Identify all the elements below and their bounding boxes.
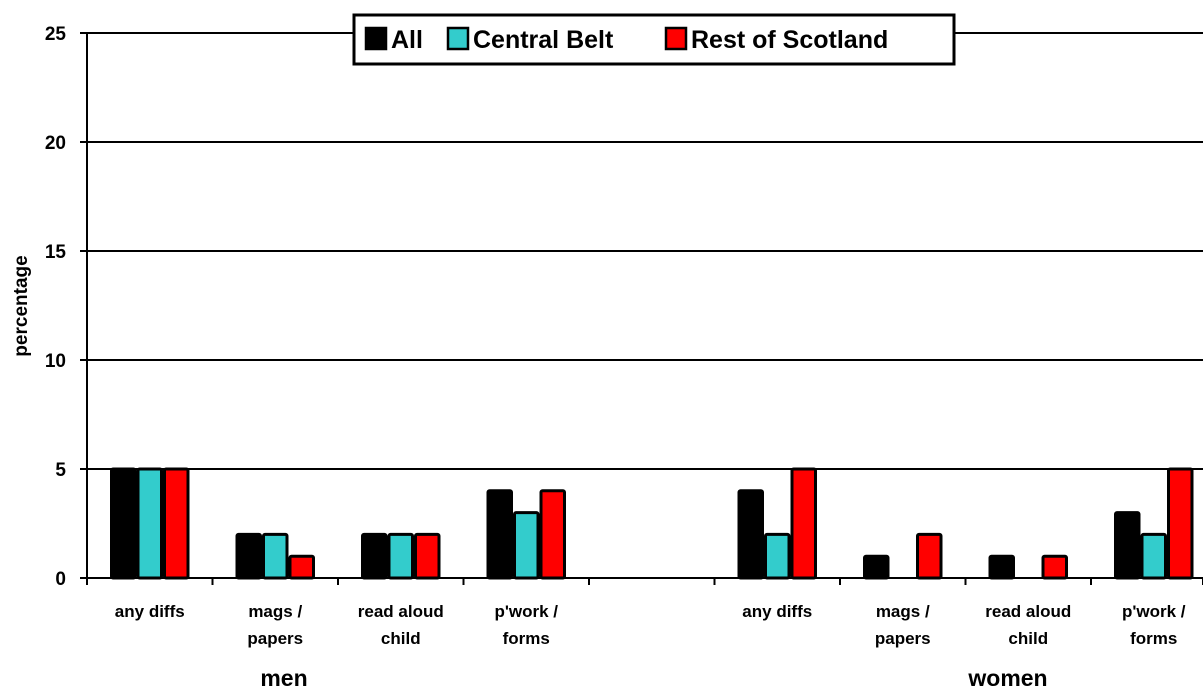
bar-rest-of-scotland-4	[790, 467, 817, 580]
x-category-label: mags /	[876, 602, 930, 621]
legend-label: Rest of Scotland	[691, 26, 888, 54]
bar-central-belt-0	[136, 467, 163, 580]
x-category-label: read aloud	[358, 602, 444, 621]
x-category-label: forms	[1130, 629, 1177, 648]
group-label-women: women	[967, 665, 1047, 691]
x-category-label: p'work /	[1122, 602, 1186, 621]
y-tick-label: 15	[45, 242, 67, 263]
y-axis-label: percentage	[11, 255, 32, 356]
y-tick-label: 0	[55, 569, 66, 590]
legend-swatch-central-belt	[446, 26, 470, 51]
axes	[80, 32, 1203, 585]
x-category-labels: any diffs mags / papers read aloud child p'wo…	[115, 602, 1186, 648]
x-category-label: papers	[875, 629, 931, 648]
gridlines	[87, 32, 1203, 470]
legend-swatch-rest-of-scotland	[664, 26, 688, 51]
y-tick-label: 10	[45, 351, 66, 372]
bar-rest-of-scotland-6	[1041, 554, 1068, 580]
x-category-label: read aloud	[985, 602, 1071, 621]
bar-central-belt-3	[513, 511, 540, 580]
bar-all-4	[737, 489, 764, 580]
bar-all-7	[1114, 511, 1141, 580]
y-tick-label: 25	[45, 24, 67, 45]
bar-central-belt-2	[387, 532, 414, 580]
x-category-label: papers	[247, 629, 303, 648]
bar-rest-of-scotland-0	[163, 467, 190, 580]
x-category-label: forms	[503, 629, 550, 648]
x-category-label: p'work /	[494, 602, 558, 621]
bar-rest-of-scotland-7	[1167, 467, 1194, 580]
legend-label: All	[391, 26, 423, 54]
x-category-label: mags /	[248, 602, 302, 621]
bar-rest-of-scotland-3	[539, 489, 566, 580]
x-category-label: child	[1008, 629, 1048, 648]
bar-central-belt-1	[262, 532, 289, 580]
y-tick-label: 5	[55, 460, 66, 481]
bar-rest-of-scotland-2	[414, 532, 441, 580]
bar-rest-of-scotland-1	[288, 554, 315, 580]
bar-all-6	[988, 554, 1015, 580]
bar-all-5	[863, 554, 890, 580]
y-tick-labels: 0 5 10 15 20 25	[45, 24, 67, 590]
x-category-label: any diffs	[115, 602, 185, 621]
legend-swatch-all	[364, 26, 388, 51]
bar-rest-of-scotland-5	[916, 532, 943, 580]
group-labels: men women	[260, 665, 1047, 691]
bar-all-3	[486, 489, 513, 580]
group-label-men: men	[260, 665, 307, 691]
y-tick-label: 20	[45, 133, 66, 154]
bar-central-belt-4	[764, 532, 791, 580]
legend: All Central Belt Rest of Scotland	[352, 13, 956, 66]
bars	[110, 467, 1194, 580]
bar-all-0	[110, 467, 137, 580]
bar-all-1	[235, 532, 262, 580]
x-category-label: child	[381, 629, 421, 648]
legend-label: Central Belt	[473, 26, 614, 54]
x-category-label: any diffs	[742, 602, 812, 621]
bar-all-2	[361, 532, 388, 580]
bar-central-belt-7	[1140, 532, 1167, 580]
